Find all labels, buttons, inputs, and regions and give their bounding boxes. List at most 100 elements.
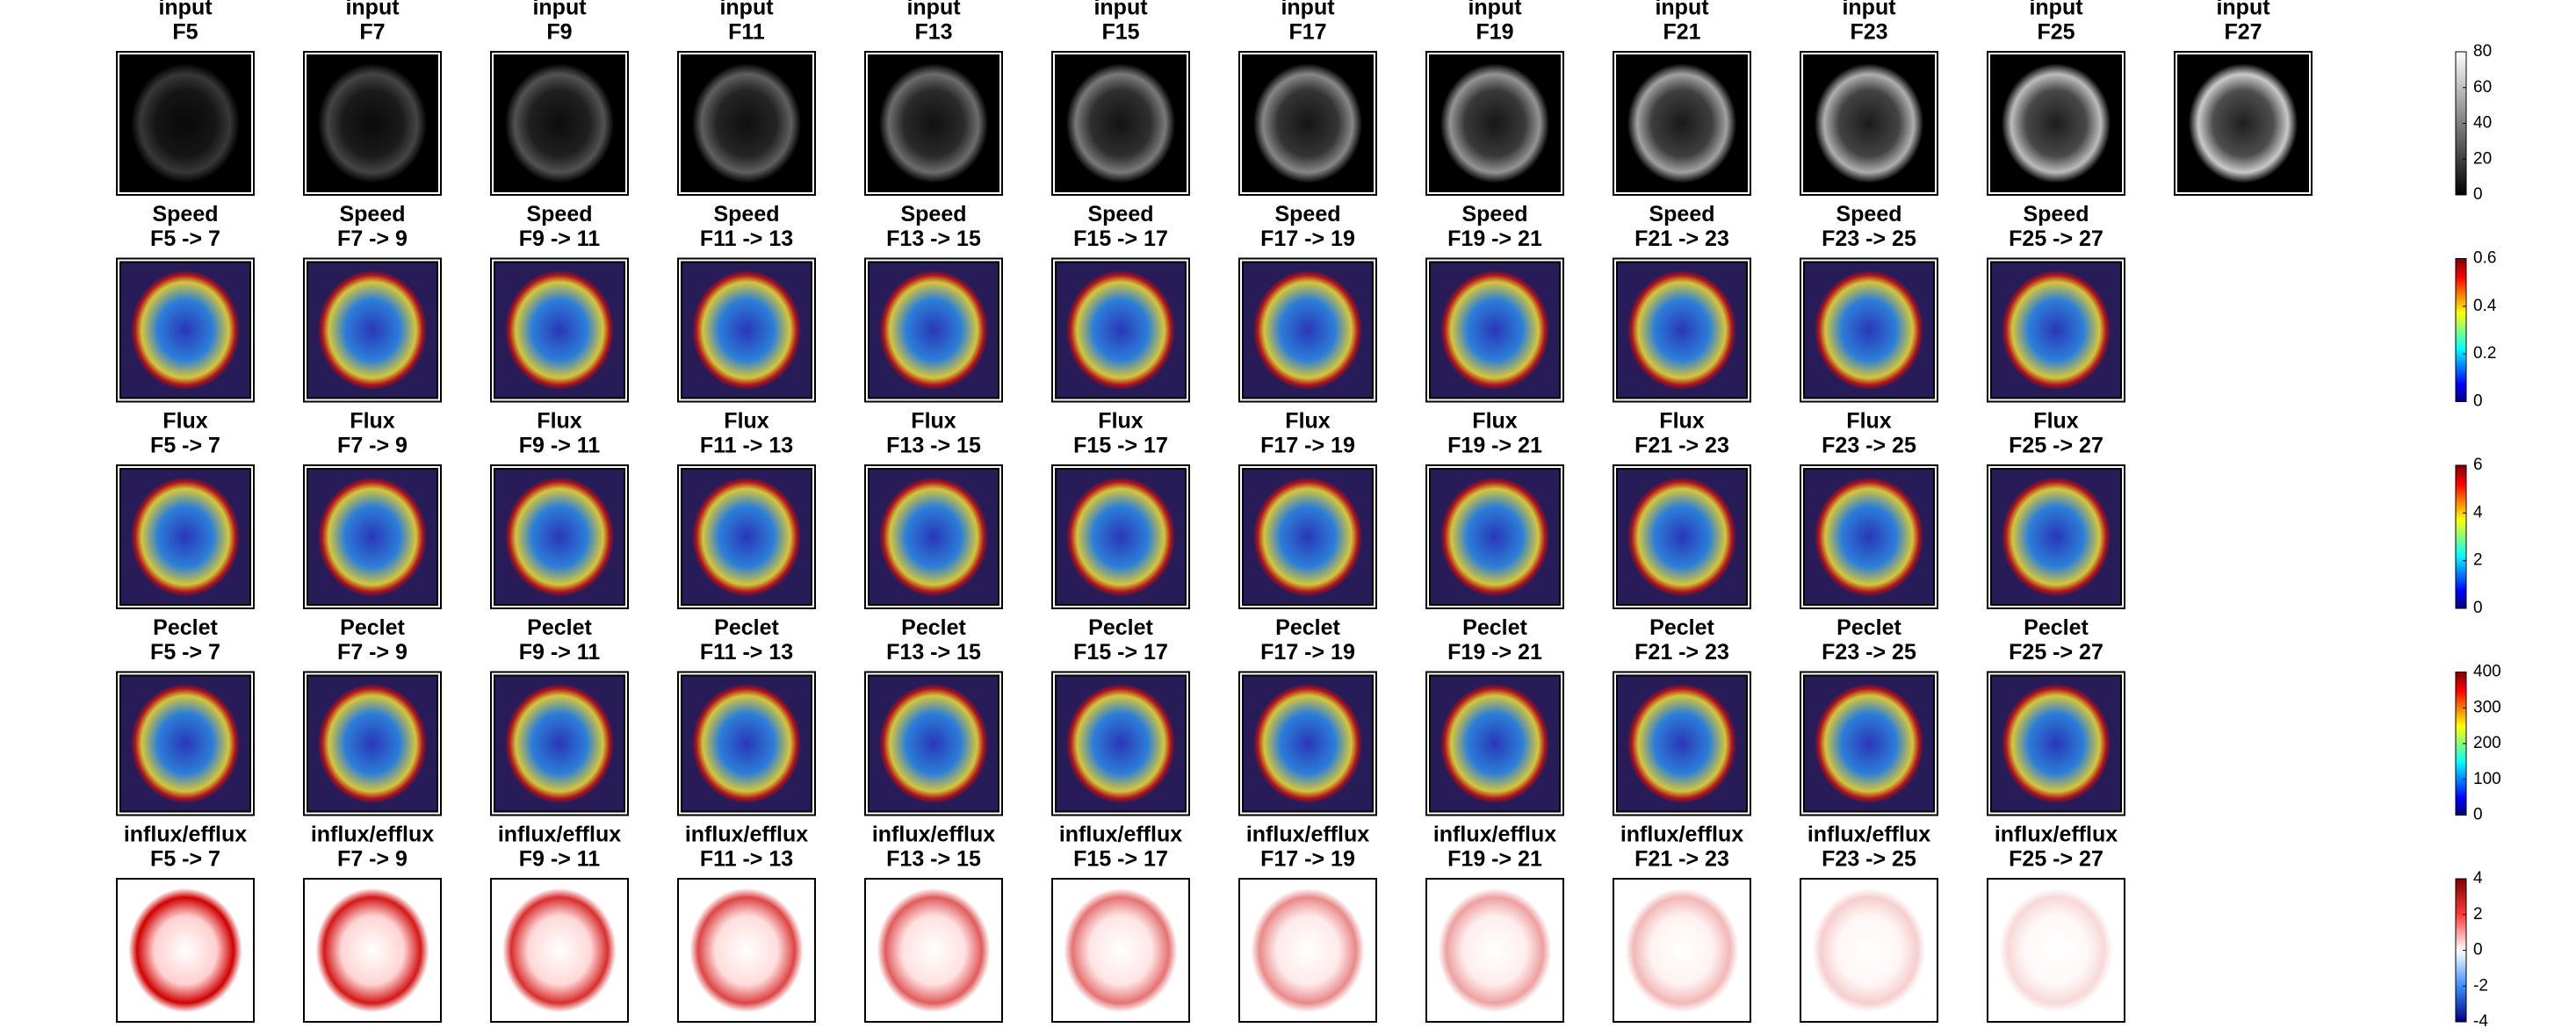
- panel-subtitle: F5: [172, 20, 198, 45]
- image-content: [878, 63, 989, 183]
- image-content: [504, 270, 615, 391]
- panel-title: input: [2029, 0, 2083, 20]
- colorbar-tick-label: 40: [2473, 114, 2492, 133]
- image-content: [130, 683, 241, 804]
- panel-title: Speed: [152, 202, 218, 226]
- panel-title: influx/efflux: [1246, 823, 1369, 847]
- image-content: [691, 63, 802, 183]
- image-content: [1438, 888, 1552, 1013]
- panel-title: Speed: [339, 202, 405, 226]
- panel-subtitle: F27: [2224, 20, 2262, 45]
- image-content: [691, 683, 802, 804]
- image-content: [1440, 683, 1550, 804]
- panel-title: Speed: [1274, 202, 1340, 226]
- panel-subtitle: F17 -> 19: [1260, 847, 1355, 872]
- panel-subtitle: F11 -> 13: [700, 847, 793, 872]
- colorbar-tick-label: 2: [2473, 551, 2483, 570]
- colorbar-tick-label: 200: [2473, 734, 2501, 752]
- panel-title: input: [719, 0, 774, 20]
- panel-title: input: [532, 0, 587, 20]
- colorbar-tick-label: 80: [2473, 42, 2492, 61]
- colorbar-tick-label: 60: [2473, 78, 2492, 97]
- panel-title: Speed: [900, 202, 966, 226]
- image-content: [317, 63, 428, 183]
- panel-title: Flux: [1659, 409, 1704, 434]
- image-content: [1999, 888, 2113, 1013]
- panel-subtitle: F19 -> 21: [1447, 434, 1542, 458]
- colorbar-tick-label: 0: [2473, 185, 2483, 204]
- image-content: [691, 477, 802, 597]
- panel-title: input: [1281, 0, 1335, 20]
- panel-subtitle: F5 -> 7: [150, 847, 220, 872]
- colorbar-tick-label: 0.6: [2473, 249, 2496, 268]
- colorbar-tick-label: 300: [2473, 698, 2501, 716]
- panel-title: Peclet: [1088, 615, 1153, 640]
- panel-title: Speed: [1649, 202, 1714, 226]
- image-content: [1814, 683, 1924, 804]
- panel-title: Speed: [1461, 202, 1527, 226]
- panel-subtitle: F21 -> 23: [1634, 434, 1729, 458]
- image-content: [504, 63, 615, 183]
- panel-subtitle: F25 -> 27: [2009, 226, 2103, 251]
- panel-subtitle: F23 -> 25: [1822, 226, 1916, 251]
- colorbar-tick-label: 2: [2473, 905, 2483, 924]
- image-content: [315, 888, 429, 1013]
- image-content: [504, 477, 615, 597]
- panel-title: Peclet: [714, 615, 779, 640]
- image-content: [878, 270, 989, 391]
- colorbar-tick-label: 0: [2473, 806, 2483, 824]
- image-content: [128, 888, 242, 1013]
- panel-subtitle: F7 -> 9: [337, 847, 408, 872]
- panel-subtitle: F15 -> 17: [1073, 226, 1168, 251]
- image-content: [130, 270, 241, 391]
- panel-title: Flux: [1098, 409, 1143, 434]
- panel-subtitle: F9: [546, 20, 572, 45]
- panel-title: Flux: [537, 409, 581, 434]
- panel-subtitle: F23 -> 25: [1822, 434, 1916, 458]
- panel-title: Speed: [1087, 202, 1153, 226]
- panel-title: Speed: [713, 202, 779, 226]
- panel-title: input: [1093, 0, 1148, 20]
- panel-title: Flux: [911, 409, 956, 434]
- panel-subtitle: F23 -> 25: [1822, 847, 1916, 872]
- panel-title: Peclet: [2024, 615, 2089, 640]
- image-content: [2001, 683, 2111, 804]
- panel-subtitle: F17 -> 19: [1260, 226, 1355, 251]
- panel-subtitle: F9 -> 11: [519, 640, 601, 665]
- colorbar-tick-label: 4: [2473, 869, 2483, 888]
- colorbar: [2455, 258, 2467, 402]
- colorbar-tick-label: 0.4: [2473, 297, 2497, 315]
- panel-subtitle: F7 -> 9: [337, 640, 408, 665]
- image-content: [1440, 477, 1550, 597]
- image-content: [1814, 270, 1924, 391]
- image-content: [1252, 270, 1363, 391]
- image-content: [689, 888, 804, 1013]
- image-content: [2001, 477, 2111, 597]
- panel-subtitle: F7 -> 9: [337, 226, 408, 251]
- panel-title: influx/efflux: [1433, 823, 1556, 847]
- panel-title: Peclet: [1836, 615, 1901, 640]
- panel-title: Flux: [1472, 409, 1517, 434]
